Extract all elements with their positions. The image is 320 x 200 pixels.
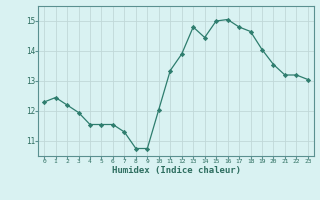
X-axis label: Humidex (Indice chaleur): Humidex (Indice chaleur)	[111, 166, 241, 175]
